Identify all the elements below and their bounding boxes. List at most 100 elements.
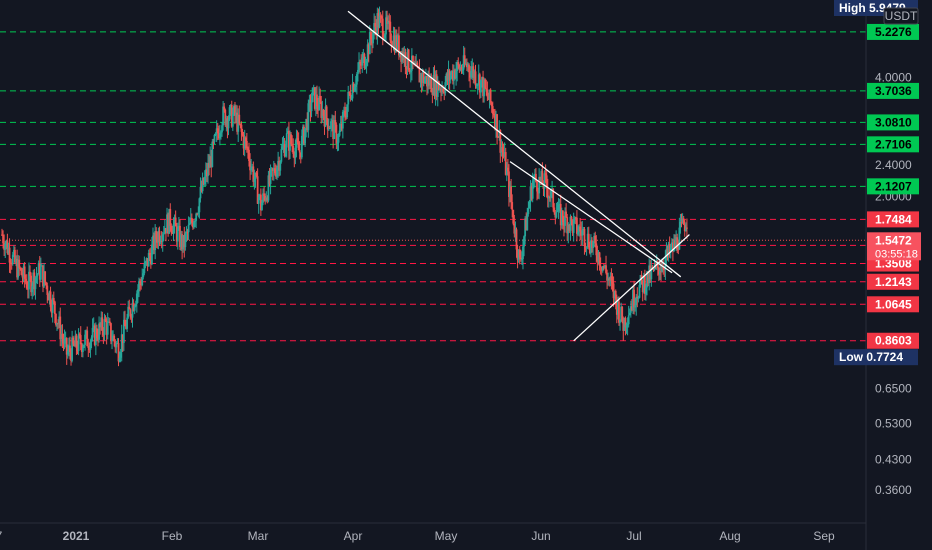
candle-body (611, 280, 614, 284)
resistance-tag-bg (867, 82, 919, 99)
candle-body (218, 133, 221, 139)
trendline[interactable] (509, 161, 673, 274)
candle-body (111, 340, 113, 342)
candle-body (276, 167, 278, 177)
candle-body (324, 106, 327, 127)
candle-body (348, 91, 351, 94)
candle-body (584, 245, 587, 248)
trendline[interactable] (573, 234, 690, 342)
candle-body (580, 231, 583, 236)
candle-body (520, 259, 523, 261)
candle-body (426, 75, 428, 87)
candle-body (458, 64, 461, 71)
candle-body (659, 271, 661, 275)
candle-body (214, 133, 217, 135)
candle-body (557, 204, 560, 212)
candle-body (268, 175, 271, 184)
candle-body (317, 106, 319, 110)
price-scale[interactable]: 4.00002.40002.00000.65000.53000.43000.36… (875, 71, 912, 497)
candle-body (300, 135, 303, 158)
candle-body (456, 62, 459, 71)
trendline[interactable] (347, 10, 682, 278)
candle-body (516, 249, 519, 260)
candle-body (162, 233, 165, 235)
candle-body (491, 106, 494, 114)
candle-body (65, 337, 68, 355)
candle-body (37, 263, 40, 275)
candle-body (293, 153, 296, 159)
candle-body (294, 147, 297, 159)
candle-body (405, 66, 408, 70)
candle-body (96, 328, 98, 338)
currency-badge[interactable]: USDT (883, 7, 919, 25)
candle-body (461, 69, 464, 71)
candle-body (144, 261, 147, 264)
candle-body (674, 240, 676, 248)
candle-body (416, 62, 419, 67)
candle-body (242, 135, 245, 149)
candle-body (141, 277, 144, 286)
candle-body (435, 74, 438, 98)
candle-body (186, 231, 189, 233)
candle-body (500, 147, 503, 153)
time-scale[interactable]: 7 2021 Feb Mar Apr May Jun Jul Aug Sep (0, 529, 835, 543)
candle-body (441, 88, 443, 92)
candle-body (646, 271, 648, 288)
candle-body (347, 91, 350, 105)
candle-body (204, 169, 207, 177)
candle-body (181, 234, 184, 250)
candle-body (401, 51, 404, 62)
candle-body (683, 224, 686, 232)
time-tick-label: Jun (531, 529, 550, 543)
candle-body (396, 35, 399, 50)
candle-body (207, 162, 209, 177)
candle-body (555, 212, 558, 218)
candle-body (128, 306, 131, 310)
candle-body (673, 240, 675, 252)
resistance-tag-bg (867, 114, 919, 131)
candle-body (439, 88, 441, 91)
candle-body (56, 323, 58, 325)
candle-body (614, 290, 617, 300)
candle-body (541, 171, 544, 185)
candle-body (647, 271, 649, 284)
candle-body (585, 246, 588, 248)
candle-body (591, 240, 593, 249)
price-tags: 5.22763.70363.08102.71062.12071.74841.50… (834, 0, 921, 366)
candle-body (257, 196, 260, 204)
candle-body (460, 67, 463, 71)
candle-body (208, 162, 210, 168)
candle-body (199, 186, 202, 199)
candle-body (655, 261, 658, 265)
candle-body (187, 224, 190, 233)
low-tag-bg (834, 349, 918, 366)
candle-body (392, 35, 395, 46)
candle-body (610, 276, 613, 281)
candle-body (138, 281, 140, 290)
candle-body (588, 247, 591, 254)
candle-body (228, 107, 231, 120)
candle-body (72, 337, 75, 344)
support-tag-bg (867, 211, 919, 228)
candle-body (6, 240, 9, 254)
candle-body (661, 266, 664, 272)
candle-body (393, 35, 396, 52)
candle-body (357, 69, 359, 75)
candle-body (550, 190, 552, 198)
candle-body (91, 327, 94, 338)
candle-body (8, 247, 11, 263)
candle-body (241, 131, 244, 136)
candle-body (371, 39, 373, 44)
candle-body (340, 123, 343, 129)
candle-body (446, 73, 449, 81)
price-tick-label: 2.4000 (875, 158, 912, 172)
candle-body (172, 224, 175, 234)
trendlines[interactable] (347, 10, 690, 342)
candle-body (359, 61, 362, 64)
candle-body (553, 207, 556, 213)
candle-body (97, 337, 99, 340)
candle-body (70, 351, 72, 361)
candle-body (528, 202, 531, 208)
candle-body (29, 271, 31, 276)
